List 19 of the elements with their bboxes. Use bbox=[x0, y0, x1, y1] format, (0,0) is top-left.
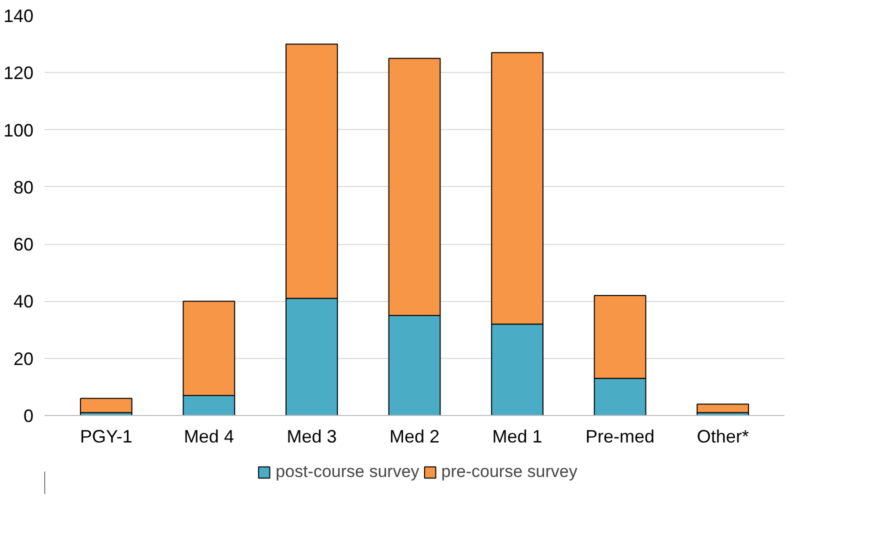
y-tick-label: 140 bbox=[3, 6, 34, 26]
y-tick-label: 0 bbox=[23, 406, 34, 426]
x-tick-label: Med 4 bbox=[184, 426, 234, 446]
x-tick-label: Med 2 bbox=[389, 426, 440, 446]
bar bbox=[80, 398, 132, 414]
bar bbox=[696, 404, 750, 414]
x-tick-label: Pre-med bbox=[586, 426, 655, 446]
y-tick-label: 80 bbox=[13, 177, 34, 198]
x-tick-label: Med 1 bbox=[492, 426, 542, 446]
y-tick-label: 60 bbox=[13, 234, 34, 255]
legend-label: pre-course survey bbox=[441, 462, 578, 482]
y-tick-label: 120 bbox=[3, 63, 34, 84]
y-tick-label: 20 bbox=[13, 348, 34, 369]
legend-label: post-course survey bbox=[276, 462, 420, 482]
y-tick-label: 40 bbox=[13, 292, 34, 312]
x-tick-label: PGY-1 bbox=[80, 426, 132, 446]
x-tick-label: Med 3 bbox=[286, 426, 337, 446]
x-tick-label: Other* bbox=[696, 426, 749, 446]
y-tick-label: 100 bbox=[3, 120, 34, 140]
